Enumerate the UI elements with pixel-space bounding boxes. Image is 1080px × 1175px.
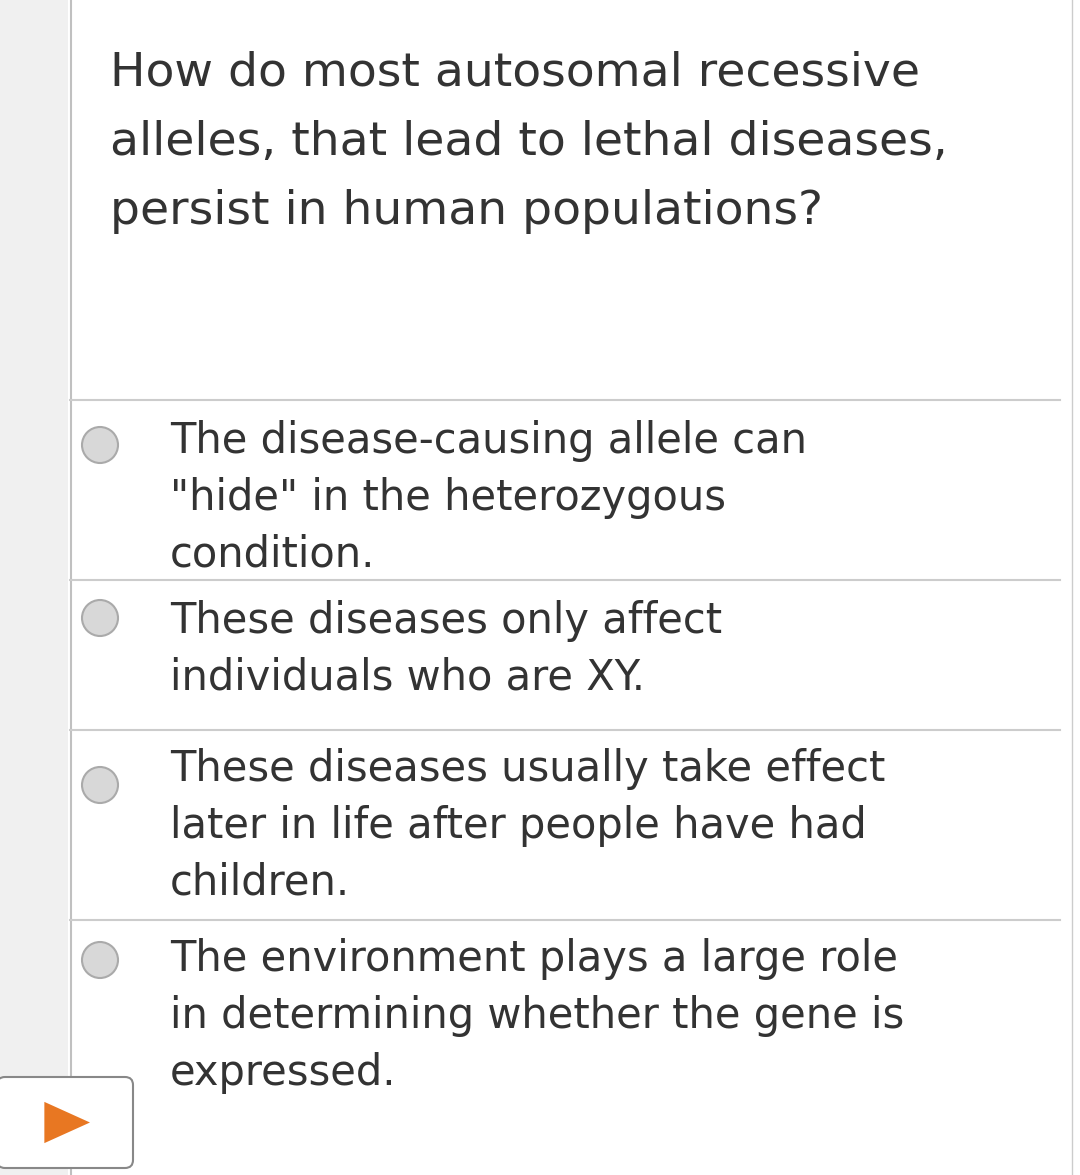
Text: These diseases only affect
individuals who are XY.: These diseases only affect individuals w… xyxy=(170,600,723,699)
Text: How do most autosomal recessive
alleles, that lead to lethal diseases,
persist i: How do most autosomal recessive alleles,… xyxy=(110,51,948,234)
Text: The disease-causing allele can
"hide" in the heterozygous
condition.: The disease-causing allele can "hide" in… xyxy=(170,419,807,576)
Text: The environment plays a large role
in determining whether the gene is
expressed.: The environment plays a large role in de… xyxy=(170,938,904,1094)
Text: These diseases usually take effect
later in life after people have had
children.: These diseases usually take effect later… xyxy=(170,748,886,904)
Polygon shape xyxy=(44,1102,90,1143)
Circle shape xyxy=(82,600,118,636)
Circle shape xyxy=(82,427,118,463)
FancyBboxPatch shape xyxy=(0,1077,133,1168)
Circle shape xyxy=(82,942,118,978)
Circle shape xyxy=(82,767,118,803)
